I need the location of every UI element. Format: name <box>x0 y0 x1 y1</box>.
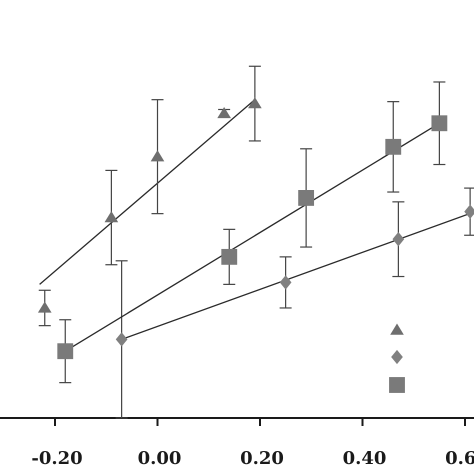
data-point-triangle <box>217 106 231 119</box>
legend-marker-square <box>389 377 405 393</box>
data-point-square <box>221 248 238 265</box>
data-point-diamond <box>392 232 405 247</box>
x-tick-label: 0.40 <box>343 448 387 469</box>
data-point-diamond <box>279 275 292 290</box>
data-point-square <box>57 343 74 360</box>
data-point-square <box>431 115 448 132</box>
data-point-diamond <box>115 332 128 347</box>
legend-marker-diamond <box>391 349 403 365</box>
x-tick-label: 0.00 <box>138 448 182 469</box>
x-tick-label: -0.20 <box>31 448 82 469</box>
fit-line-triangle <box>39 99 256 285</box>
data-point-triangle <box>104 211 119 223</box>
data-point-square <box>385 138 402 155</box>
legend-marker-triangle <box>390 323 404 335</box>
data-point-triangle <box>150 150 165 162</box>
data-point-diamond <box>464 204 474 219</box>
fit-line-diamond <box>121 211 474 341</box>
data-point-triangle <box>248 97 262 109</box>
x-tick-label: 0.60 <box>445 448 474 469</box>
fit-line-square <box>64 122 440 352</box>
data-point-square <box>298 190 315 206</box>
data-point-triangle <box>37 301 52 313</box>
x-tick-label: 0.20 <box>240 448 284 469</box>
